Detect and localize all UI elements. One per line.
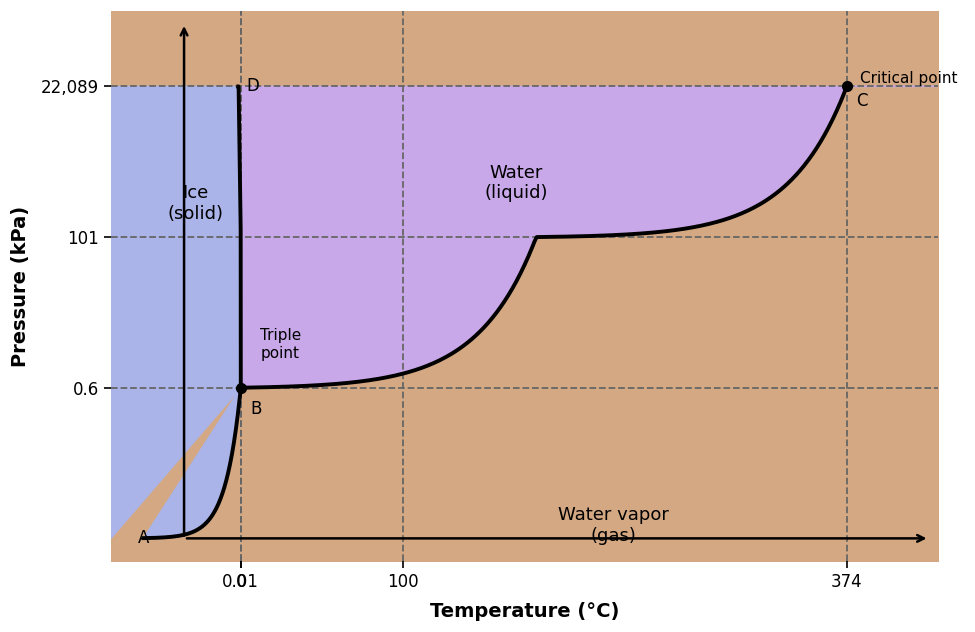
Text: D: D	[247, 78, 259, 95]
Polygon shape	[238, 87, 938, 387]
Text: Triple
point: Triple point	[260, 328, 301, 361]
Text: B: B	[251, 400, 262, 418]
Text: Ice
(solid): Ice (solid)	[168, 184, 223, 223]
Polygon shape	[111, 87, 241, 538]
Text: A: A	[137, 529, 149, 547]
Text: C: C	[856, 92, 868, 111]
Y-axis label: Pressure (kPa): Pressure (kPa)	[11, 205, 30, 367]
X-axis label: Temperature (°C): Temperature (°C)	[430, 602, 619, 621]
Text: Water
(liquid): Water (liquid)	[485, 164, 548, 202]
Text: Critical point: Critical point	[860, 71, 957, 87]
Text: Water vapor
(gas): Water vapor (gas)	[558, 506, 669, 545]
